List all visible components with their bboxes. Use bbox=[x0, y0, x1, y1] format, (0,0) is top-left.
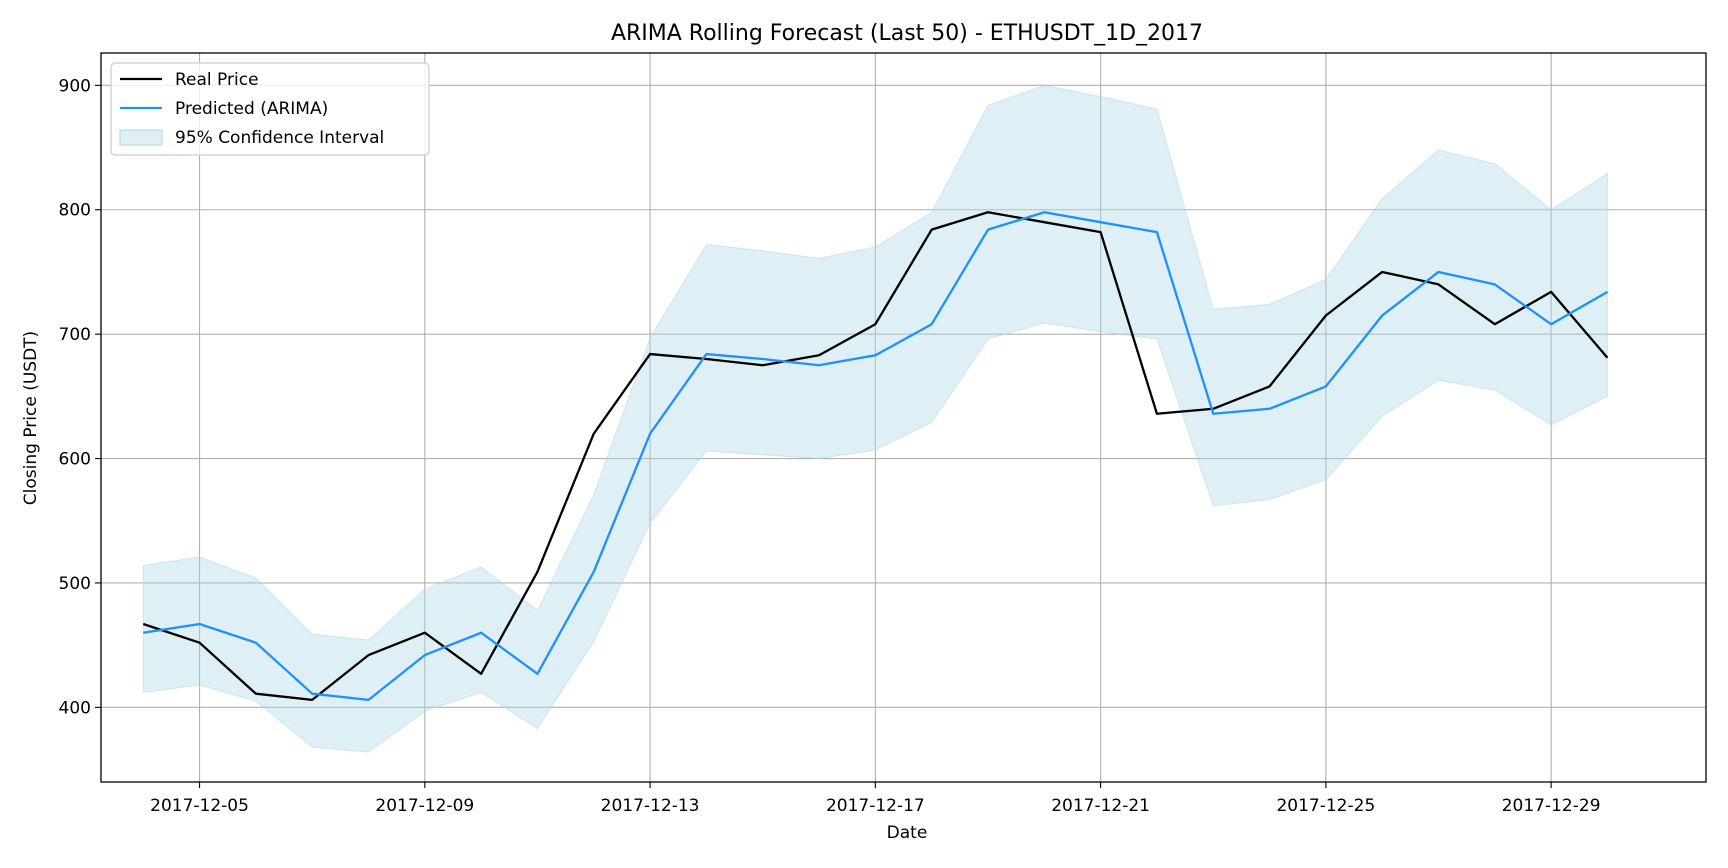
chart-title: ARIMA Rolling Forecast (Last 50) - ETHUS… bbox=[611, 21, 1203, 46]
y-tick-label: 900 bbox=[59, 76, 91, 96]
legend-label-predicted: Predicted (ARIMA) bbox=[175, 99, 328, 119]
x-tick-label: 2017-12-21 bbox=[1051, 796, 1150, 816]
y-tick-label: 700 bbox=[59, 325, 91, 345]
real-price-line bbox=[142, 211, 1609, 702]
y-axis-label: Closing Price (USDT) bbox=[21, 331, 41, 505]
legend-label-confidence-interval: 95% Confidence Interval bbox=[175, 128, 384, 148]
x-tick-label: 2017-12-13 bbox=[601, 796, 700, 816]
x-tick-label: 2017-12-05 bbox=[150, 796, 249, 816]
legend-swatch-confidence-interval bbox=[119, 129, 163, 146]
y-tick-label: 800 bbox=[59, 201, 91, 221]
x-tick-label: 2017-12-09 bbox=[375, 796, 474, 816]
x-tick-label: 2017-12-17 bbox=[826, 796, 925, 816]
y-tick-label: 600 bbox=[59, 450, 91, 470]
legend-box bbox=[110, 62, 430, 156]
y-tick-label: 500 bbox=[59, 574, 91, 594]
predicted-arima-line bbox=[143, 211, 1609, 702]
x-axis-label: Date bbox=[887, 823, 928, 843]
legend: Real Price Predicted (ARIMA) 95% Confide… bbox=[110, 62, 430, 156]
confidence-interval-band bbox=[142, 84, 1608, 753]
legend-label-real-price: Real Price bbox=[175, 70, 259, 90]
x-tick-label: 2017-12-29 bbox=[1502, 796, 1601, 816]
y-tick-label: 400 bbox=[59, 698, 91, 718]
x-tick-label: 2017-12-25 bbox=[1276, 796, 1375, 816]
plot-frame bbox=[100, 52, 1707, 783]
